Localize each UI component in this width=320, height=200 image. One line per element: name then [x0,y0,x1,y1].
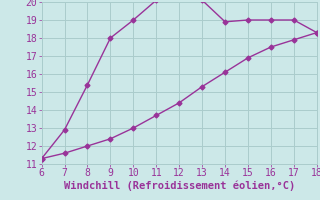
X-axis label: Windchill (Refroidissement éolien,°C): Windchill (Refroidissement éolien,°C) [64,181,295,191]
